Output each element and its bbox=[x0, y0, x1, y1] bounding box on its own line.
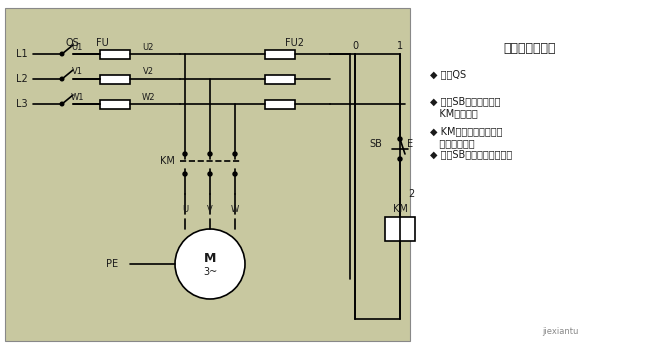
Circle shape bbox=[208, 152, 212, 156]
Text: jiexiantu: jiexiantu bbox=[542, 327, 578, 335]
Text: L3: L3 bbox=[16, 99, 28, 109]
Text: 2: 2 bbox=[408, 189, 414, 199]
Text: KM: KM bbox=[393, 204, 408, 214]
Text: 0: 0 bbox=[352, 41, 358, 51]
Circle shape bbox=[208, 172, 212, 176]
Circle shape bbox=[60, 77, 64, 81]
Circle shape bbox=[183, 152, 187, 156]
Text: L2: L2 bbox=[16, 74, 28, 84]
Text: V: V bbox=[207, 205, 213, 214]
Text: PE: PE bbox=[106, 259, 118, 269]
Bar bbox=[265, 99, 295, 109]
Text: V1: V1 bbox=[71, 67, 82, 76]
Text: FU2: FU2 bbox=[286, 38, 304, 48]
Bar bbox=[100, 99, 130, 109]
Bar bbox=[265, 74, 295, 83]
Bar bbox=[100, 74, 130, 83]
Bar bbox=[385, 217, 415, 241]
Text: 工作过程分析：: 工作过程分析： bbox=[504, 43, 556, 55]
Text: E: E bbox=[407, 139, 413, 149]
Text: ◆ 按住SB控制电路闭合: ◆ 按住SB控制电路闭合 bbox=[430, 96, 500, 106]
Bar bbox=[100, 50, 130, 59]
Circle shape bbox=[175, 229, 245, 299]
Text: 1: 1 bbox=[397, 41, 403, 51]
Text: U: U bbox=[182, 205, 188, 214]
Text: FU: FU bbox=[95, 38, 108, 48]
Text: KM线圈得电: KM线圈得电 bbox=[430, 108, 478, 118]
Text: U2: U2 bbox=[142, 43, 154, 52]
Text: KM: KM bbox=[160, 156, 175, 166]
Text: V2: V2 bbox=[143, 67, 154, 76]
Text: 3~: 3~ bbox=[203, 267, 217, 277]
Circle shape bbox=[183, 172, 187, 176]
Circle shape bbox=[60, 102, 64, 106]
Bar bbox=[5, 8, 410, 341]
Circle shape bbox=[233, 172, 237, 176]
Text: SB: SB bbox=[369, 139, 382, 149]
Text: ◆ KM主触点闭合主线路: ◆ KM主触点闭合主线路 bbox=[430, 126, 502, 136]
Text: W1: W1 bbox=[70, 92, 84, 102]
Circle shape bbox=[233, 152, 237, 156]
Text: W: W bbox=[231, 205, 239, 214]
Text: QS: QS bbox=[65, 38, 79, 48]
Text: U1: U1 bbox=[71, 43, 82, 52]
Text: ◆ 松开SB电路断电电机停止: ◆ 松开SB电路断电电机停止 bbox=[430, 149, 512, 159]
Circle shape bbox=[60, 52, 64, 56]
Text: W2: W2 bbox=[141, 92, 154, 102]
Circle shape bbox=[398, 157, 402, 161]
Text: L1: L1 bbox=[16, 49, 28, 59]
Text: 接通电机启动: 接通电机启动 bbox=[430, 138, 474, 148]
Circle shape bbox=[398, 137, 402, 141]
Bar bbox=[265, 50, 295, 59]
Text: M: M bbox=[204, 252, 216, 266]
Text: ◆ 闭合QS: ◆ 闭合QS bbox=[430, 69, 466, 79]
